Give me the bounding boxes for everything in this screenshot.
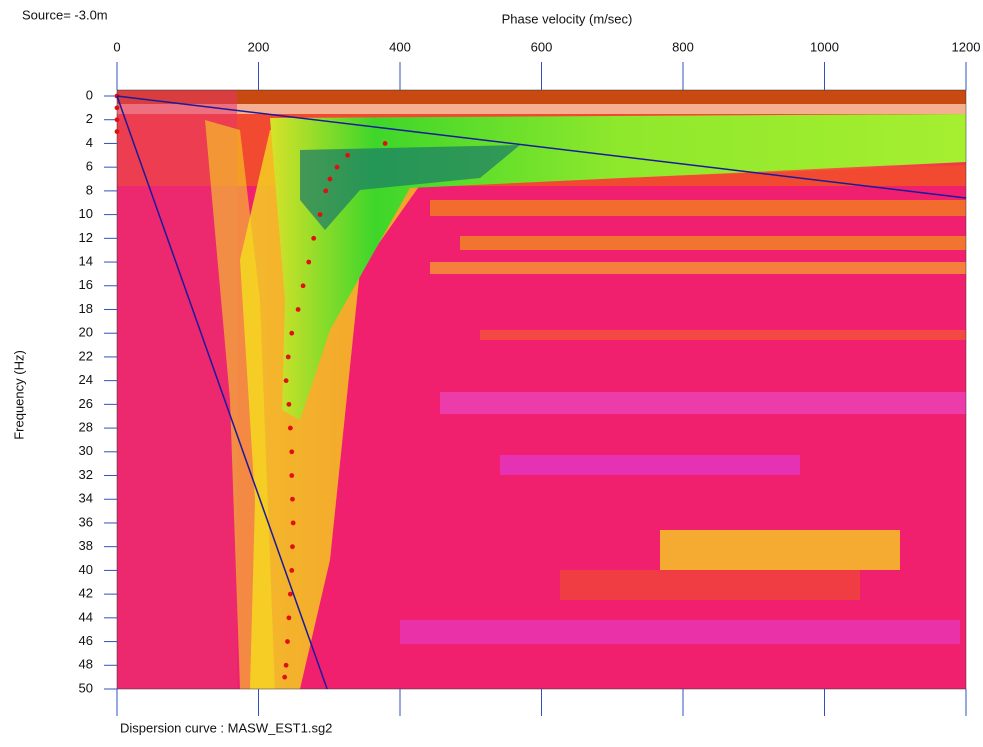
guide-line (116, 95, 967, 199)
y-tick-label: 6 (86, 159, 93, 174)
dispersion-point (323, 188, 329, 194)
y-tick-label: 40 (79, 562, 93, 577)
dispersion-point (327, 176, 333, 182)
guide-line (116, 95, 328, 690)
caption: Dispersion curve : MASW_EST1.sg2 (120, 720, 332, 735)
x-tick-label: 1000 (810, 39, 839, 54)
x-tick-label: 1200 (952, 39, 981, 54)
x-tick-label: 400 (389, 39, 411, 54)
y-tick-label: 12 (79, 230, 93, 245)
y-tick-label: 10 (79, 206, 93, 221)
dispersion-point (290, 496, 295, 502)
y-tick-label: 26 (79, 396, 93, 411)
dispersion-point (289, 330, 295, 336)
dispersion-point (306, 259, 312, 265)
y-tick-label: 30 (79, 443, 93, 458)
dispersion-point (289, 473, 295, 478)
y-tick-label: 44 (79, 609, 93, 624)
x-tick-label: 0 (113, 39, 120, 54)
y-tick-label: 34 (79, 491, 93, 506)
dispersion-point (114, 117, 120, 123)
y-tick-label: 36 (79, 514, 93, 529)
dispersion-point (311, 235, 317, 241)
y-tick-label: 46 (79, 633, 93, 648)
y-tick-label: 8 (86, 182, 93, 197)
dispersion-point (290, 520, 296, 526)
dispersion-point (283, 662, 289, 668)
dispersion-point (285, 354, 291, 360)
dispersion-point (300, 283, 306, 289)
dispersion-point (282, 674, 288, 680)
dispersion-point (290, 544, 295, 550)
x-axis-label: Phase velocity (m/sec) (502, 11, 633, 26)
x-tick-label: 200 (248, 39, 270, 54)
dispersion-point (334, 164, 340, 170)
heatmap-background (117, 90, 966, 689)
y-axis-label: Frequency (Hz) (11, 350, 26, 440)
y-tick-label: 22 (79, 348, 93, 363)
dispersion-point (345, 152, 351, 158)
y-tick-label: 28 (79, 420, 93, 435)
x-tick-label: 800 (672, 39, 694, 54)
y-tick-label: 38 (79, 538, 93, 553)
dispersion-point (295, 307, 301, 312)
dispersion-point (287, 591, 293, 597)
dispersion-point (114, 105, 120, 111)
dispersion-point (286, 615, 292, 621)
y-tick-label: 20 (79, 325, 93, 340)
dispersion-point (286, 401, 292, 407)
y-tick-label: 50 (79, 680, 93, 695)
dispersion-point (283, 378, 289, 384)
dispersion-point (285, 639, 290, 644)
dispersion-point (289, 449, 295, 455)
dispersion-point (114, 129, 120, 134)
y-tick-label: 42 (79, 586, 93, 601)
y-tick-label: 0 (86, 87, 93, 102)
y-tick-label: 4 (86, 135, 93, 150)
y-tick-label: 18 (79, 301, 93, 316)
y-tick-label: 2 (86, 111, 93, 126)
dispersion-point (289, 568, 295, 573)
y-tick-label: 14 (79, 253, 93, 268)
dispersion-point (317, 212, 323, 218)
y-tick-label: 24 (79, 372, 93, 387)
y-tick-label: 16 (79, 277, 93, 292)
y-tick-label: 48 (79, 657, 93, 672)
dispersion-point (287, 425, 293, 431)
chart-title: Source= -3.0m (22, 7, 108, 22)
y-tick-label: 32 (79, 467, 93, 482)
x-tick-label: 600 (531, 39, 553, 54)
dispersion-point (382, 141, 388, 146)
